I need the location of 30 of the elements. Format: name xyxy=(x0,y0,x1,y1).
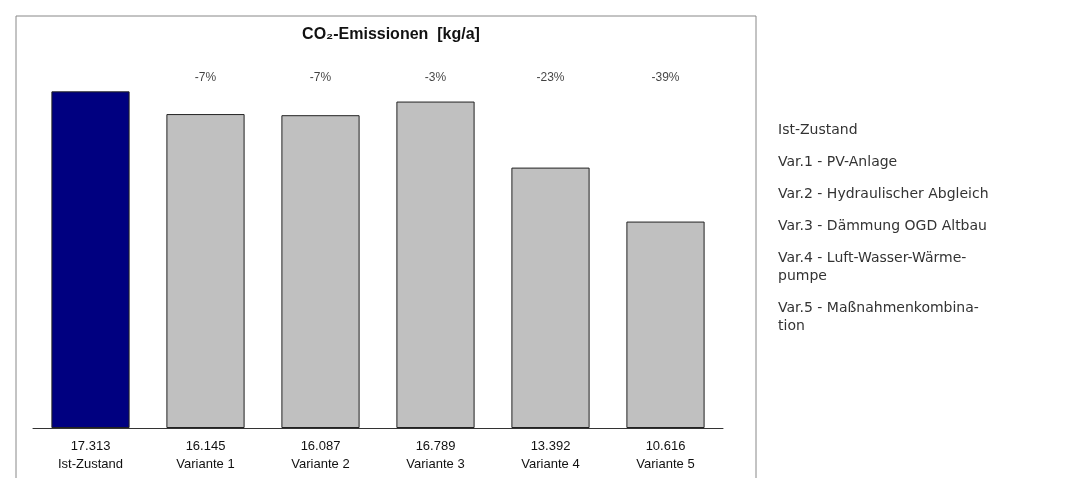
x-tick-label: Variante 5 xyxy=(636,455,695,471)
text: -7% xyxy=(309,70,332,85)
data-label: 16.145 xyxy=(185,437,226,453)
bar xyxy=(396,101,475,428)
chart-title: CO₂-Emissionen [kg/a] xyxy=(302,24,480,42)
text: -7% xyxy=(194,70,217,85)
bar xyxy=(626,221,705,428)
text: Var.1 - PV-Anlage xyxy=(778,153,898,169)
data-label: 16.789 xyxy=(415,437,456,453)
bar xyxy=(166,114,245,428)
x-tick-label: Ist-Zustand xyxy=(57,455,124,471)
x-tick-label: Variante 2 xyxy=(291,455,350,471)
text: Var.2 - Hydraulischer Abgleich xyxy=(778,185,989,201)
x-tick-label: Variante 3 xyxy=(406,455,465,471)
data-label: 16.087 xyxy=(300,437,341,453)
data-label: 17.313 xyxy=(70,437,111,453)
x-tick-label: Variante 4 xyxy=(521,455,580,471)
text: Var.3 - Dämmung OGD Altbau xyxy=(778,217,987,233)
text: Var.4 - Luft-Wasser-Wärme- pumpe xyxy=(778,249,967,283)
bar xyxy=(511,167,590,428)
text: -23% xyxy=(536,70,565,85)
x-tick-label: Variante 1 xyxy=(176,455,235,471)
data-label: 13.392 xyxy=(530,437,571,453)
bar xyxy=(51,91,130,428)
text: Ist-Zustand xyxy=(778,121,858,137)
bar xyxy=(281,115,360,428)
data-label: 10.616 xyxy=(645,437,686,453)
text: -39% xyxy=(651,70,680,85)
text: Var.5 - Maßnahmenkombina- tion xyxy=(778,299,979,333)
text: -3% xyxy=(424,70,447,85)
